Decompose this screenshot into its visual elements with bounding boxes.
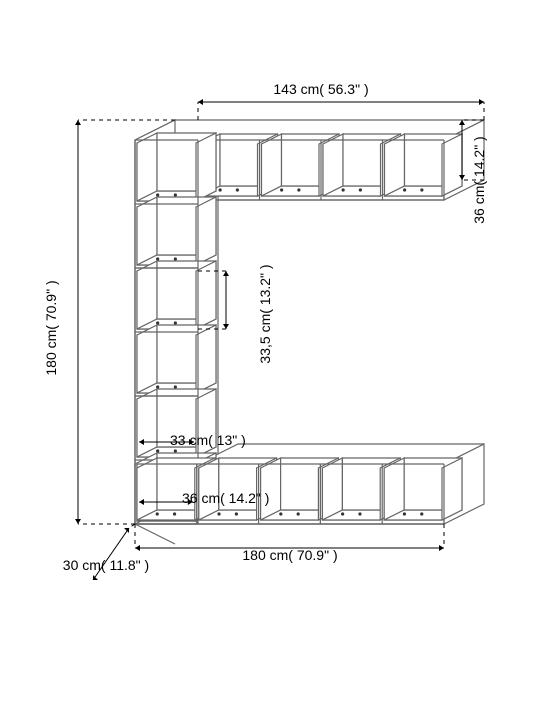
svg-text:36 cm( 14.2" ): 36 cm( 14.2" ) xyxy=(471,136,487,223)
svg-text:33 cm( 13" ): 33 cm( 13" ) xyxy=(170,432,246,448)
svg-text:36 cm( 14.2" ): 36 cm( 14.2" ) xyxy=(182,490,269,506)
svg-text:30 cm( 11.8" ): 30 cm( 11.8" ) xyxy=(63,557,149,573)
svg-text:33,5 cm( 13.2" ): 33,5 cm( 13.2" ) xyxy=(257,264,273,363)
svg-text:180 cm( 70.9" ): 180 cm( 70.9" ) xyxy=(43,280,59,375)
svg-text:143 cm( 56.3" ): 143 cm( 56.3" ) xyxy=(273,81,368,97)
svg-text:180 cm( 70.9" ): 180 cm( 70.9" ) xyxy=(242,547,337,563)
